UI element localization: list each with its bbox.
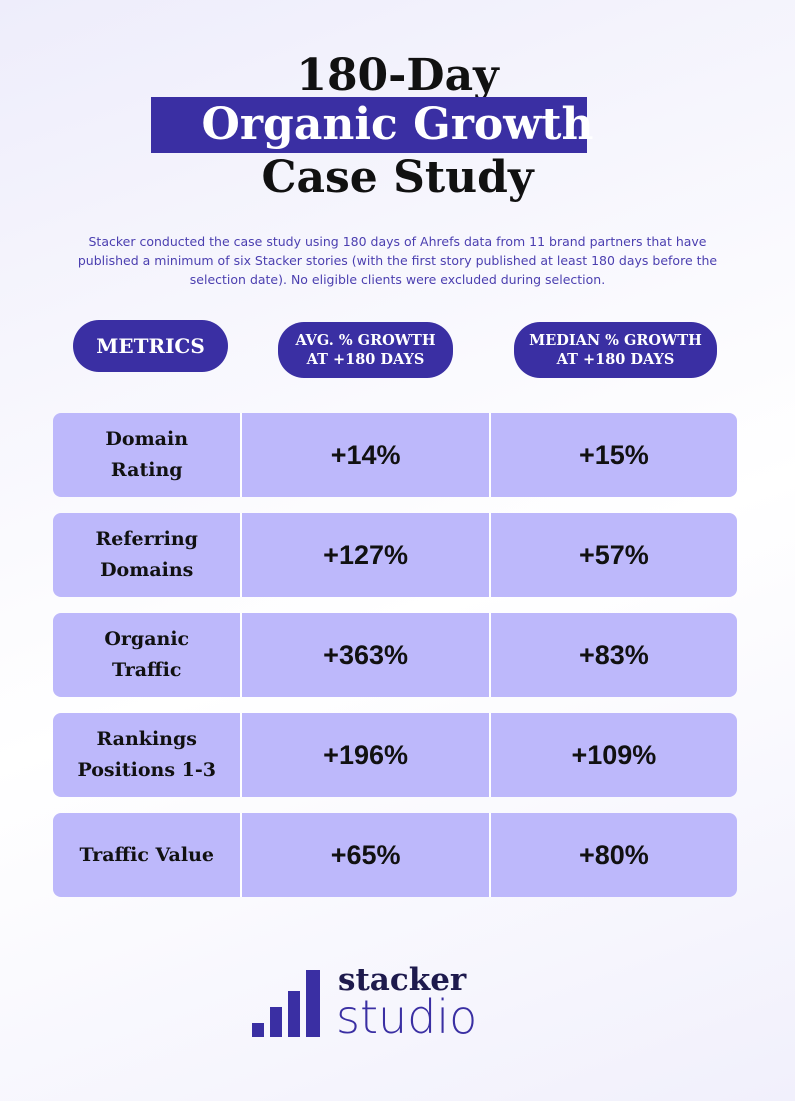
metric-cell: Referring Domains bbox=[53, 513, 240, 597]
metric-cell: Domain Rating bbox=[53, 413, 240, 497]
title-line: Organic Growth bbox=[201, 99, 594, 150]
header-line: AVG. % GROWTH bbox=[295, 331, 436, 349]
title-highlight bbox=[151, 97, 587, 153]
metric-label: Rating bbox=[110, 459, 183, 481]
metric-cell: Rankings Positions 1-3 bbox=[53, 713, 240, 797]
title-line: 180-Day bbox=[296, 50, 499, 101]
header-line: AT +180 DAYS bbox=[306, 351, 425, 368]
metric-label: Domain bbox=[105, 428, 189, 450]
header-line: AT +180 DAYS bbox=[556, 351, 675, 368]
column-header: METRICS bbox=[73, 320, 228, 372]
table-row: Rankings Positions 1-3 +196% +109% bbox=[53, 713, 737, 797]
description: Stacker conducted the case study using 1… bbox=[77, 234, 718, 287]
logo-icon bbox=[252, 970, 320, 1037]
table-row: Referring Domains +127% +57% bbox=[53, 513, 737, 597]
metric-label: Domains bbox=[100, 559, 194, 581]
title-line: Case Study bbox=[261, 152, 534, 203]
value-cell: +83% bbox=[488, 613, 737, 697]
header-line: METRICS bbox=[96, 333, 205, 358]
metric-cell: Traffic Value bbox=[53, 813, 240, 897]
logo-text: studio bbox=[336, 990, 478, 1044]
metric-label: Traffic Value bbox=[79, 843, 214, 866]
value-cell: +14% bbox=[240, 413, 488, 497]
column-header: MEDIAN % GROWTH AT +180 DAYS bbox=[514, 322, 717, 378]
metric-label: Positions 1-3 bbox=[77, 759, 216, 781]
metric-label: Rankings bbox=[96, 728, 197, 750]
logo-text: stacker bbox=[338, 962, 467, 998]
value-cell: +127% bbox=[240, 513, 488, 597]
value-cell: +196% bbox=[240, 713, 488, 797]
value-cell: +363% bbox=[240, 613, 488, 697]
metric-label: Organic bbox=[104, 628, 190, 650]
value-cell: +80% bbox=[488, 813, 737, 897]
value-cell: +109% bbox=[488, 713, 737, 797]
value-cell: +15% bbox=[488, 413, 737, 497]
column-header: AVG. % GROWTH AT +180 DAYS bbox=[278, 322, 453, 378]
value-cell: +57% bbox=[488, 513, 737, 597]
metric-label: Referring bbox=[95, 528, 198, 550]
table-row: Domain Rating +14% +15% bbox=[53, 413, 737, 497]
metric-label: Traffic bbox=[111, 659, 182, 681]
metric-cell: Organic Traffic bbox=[53, 613, 240, 697]
value-cell: +65% bbox=[240, 813, 488, 897]
header-line: MEDIAN % GROWTH bbox=[529, 331, 702, 349]
table-row: Traffic Value +65% +80% bbox=[53, 813, 737, 897]
table-row: Organic Traffic +363% +83% bbox=[53, 613, 737, 697]
